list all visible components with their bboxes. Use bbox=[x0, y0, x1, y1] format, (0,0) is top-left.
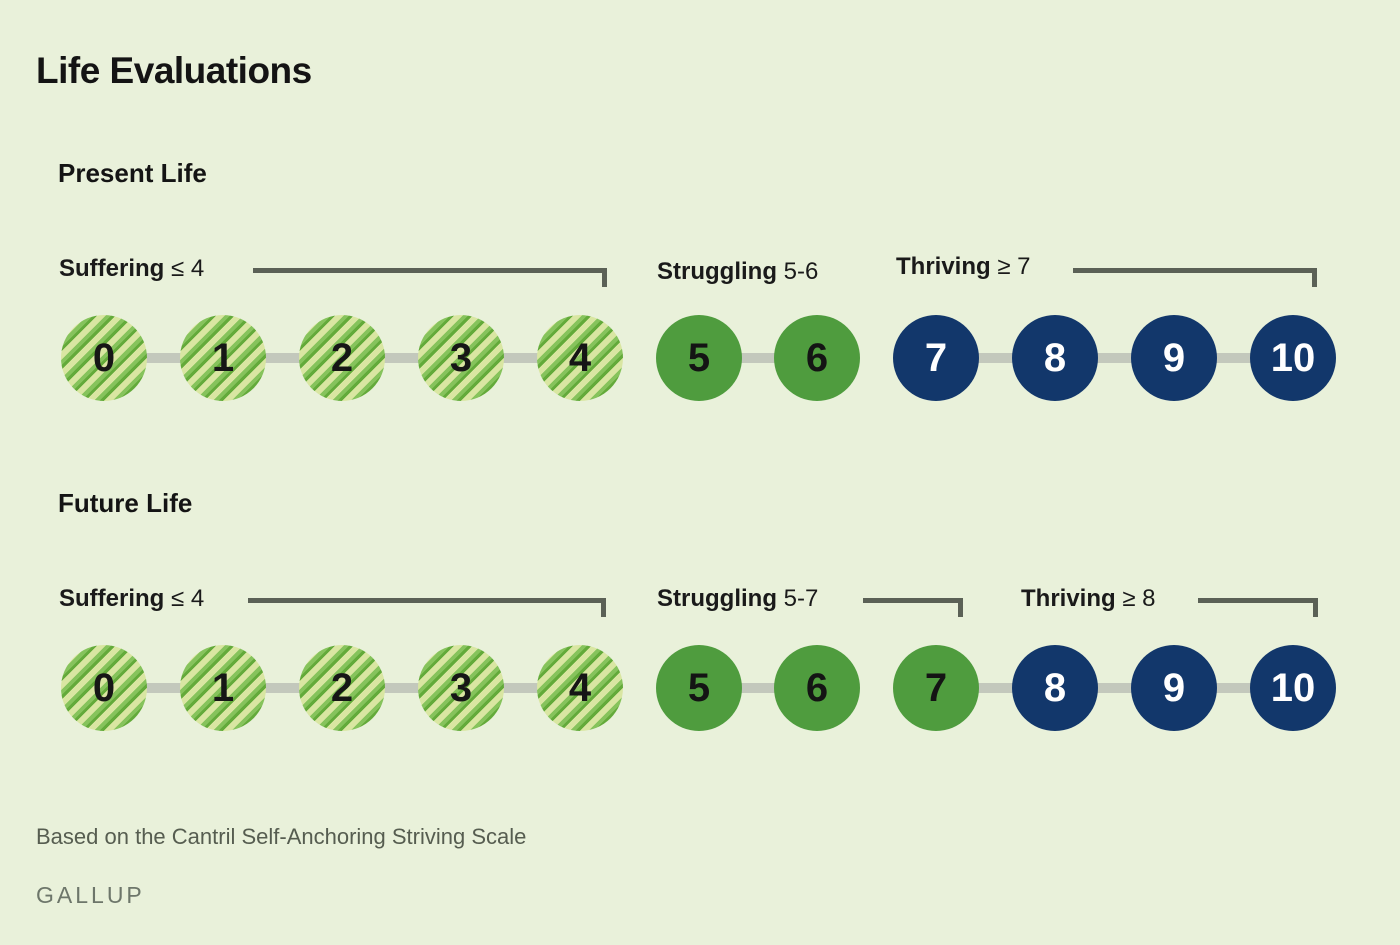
scale-connector bbox=[264, 683, 301, 693]
scale-connector bbox=[977, 353, 1014, 363]
scale-circle-5: 5 bbox=[656, 315, 742, 401]
scale-connector bbox=[383, 683, 420, 693]
suffering-word: Suffering bbox=[59, 585, 165, 612]
struggling-word: Struggling bbox=[657, 585, 777, 612]
scale-connector bbox=[145, 683, 182, 693]
scale-connector bbox=[1215, 353, 1252, 363]
scale-connector bbox=[383, 353, 420, 363]
scale-circle-0: 0 bbox=[61, 645, 147, 731]
scale-connector bbox=[740, 683, 777, 693]
scale-connector bbox=[502, 353, 539, 363]
scale-connector bbox=[740, 353, 777, 363]
scale-circle-1: 1 bbox=[180, 645, 266, 731]
scale-circle-10: 10 bbox=[1250, 315, 1336, 401]
scale-circle-9: 9 bbox=[1131, 645, 1217, 731]
suffering-label-future: Suffering ≤ 4 bbox=[59, 585, 204, 613]
scale-connector bbox=[977, 683, 1014, 693]
struggling-range: 5-7 bbox=[783, 585, 819, 612]
scale-future-life: 0 1 2 3 4 5 6 7 8 9 10 bbox=[0, 645, 1400, 731]
scale-circle-0: 0 bbox=[61, 315, 147, 401]
section-heading-future-life: Future Life bbox=[58, 488, 193, 518]
scale-circle-10: 10 bbox=[1250, 645, 1336, 731]
suffering-range: ≤ 4 bbox=[171, 255, 205, 282]
scale-circle-7: 7 bbox=[893, 645, 979, 731]
suffering-label-present: Suffering ≤ 4 bbox=[59, 255, 204, 283]
range-bracket-suffering-future bbox=[248, 598, 606, 617]
scale-connector bbox=[1096, 353, 1133, 363]
scale-circle-3: 3 bbox=[418, 645, 504, 731]
scale-connector bbox=[264, 353, 301, 363]
thriving-range: ≥ 8 bbox=[1122, 585, 1156, 612]
scale-circle-6: 6 bbox=[774, 645, 860, 731]
section-heading-present-life: Present Life bbox=[58, 158, 207, 188]
thriving-range: ≥ 7 bbox=[997, 253, 1031, 280]
scale-connector bbox=[1096, 683, 1133, 693]
range-bracket-thriving-present bbox=[1073, 268, 1317, 287]
suffering-range: ≤ 4 bbox=[171, 585, 205, 612]
scale-connector bbox=[502, 683, 539, 693]
thriving-label-future: Thriving ≥ 8 bbox=[1021, 585, 1156, 613]
page-title: Life Evaluations bbox=[36, 50, 312, 91]
struggling-range: 5-6 bbox=[783, 258, 819, 285]
scale-circle-3: 3 bbox=[418, 315, 504, 401]
scale-present-life: 0 1 2 3 4 5 6 7 8 9 10 bbox=[0, 315, 1400, 401]
range-bracket-thriving-future bbox=[1198, 598, 1318, 617]
scale-connector bbox=[145, 353, 182, 363]
scale-circle-7: 7 bbox=[893, 315, 979, 401]
range-bracket-suffering-present bbox=[253, 268, 607, 287]
scale-circle-2: 2 bbox=[299, 645, 385, 731]
scale-circle-2: 2 bbox=[299, 315, 385, 401]
struggling-label-present: Struggling 5-6 bbox=[657, 258, 818, 286]
suffering-word: Suffering bbox=[59, 255, 165, 282]
scale-circle-9: 9 bbox=[1131, 315, 1217, 401]
thriving-word: Thriving bbox=[1021, 585, 1116, 612]
thriving-word: Thriving bbox=[896, 253, 991, 280]
struggling-label-future: Struggling 5-7 bbox=[657, 585, 818, 613]
range-bracket-struggling-future bbox=[863, 598, 963, 617]
gallup-logo: GALLUP bbox=[36, 882, 145, 908]
scale-circle-4: 4 bbox=[537, 645, 623, 731]
scale-connector bbox=[1215, 683, 1252, 693]
scale-circle-8: 8 bbox=[1012, 645, 1098, 731]
thriving-label-present: Thriving ≥ 7 bbox=[896, 253, 1031, 281]
scale-circle-6: 6 bbox=[774, 315, 860, 401]
footnote: Based on the Cantril Self-Anchoring Stri… bbox=[36, 824, 527, 849]
scale-circle-8: 8 bbox=[1012, 315, 1098, 401]
struggling-word: Struggling bbox=[657, 258, 777, 285]
scale-circle-1: 1 bbox=[180, 315, 266, 401]
scale-circle-4: 4 bbox=[537, 315, 623, 401]
scale-circle-5: 5 bbox=[656, 645, 742, 731]
